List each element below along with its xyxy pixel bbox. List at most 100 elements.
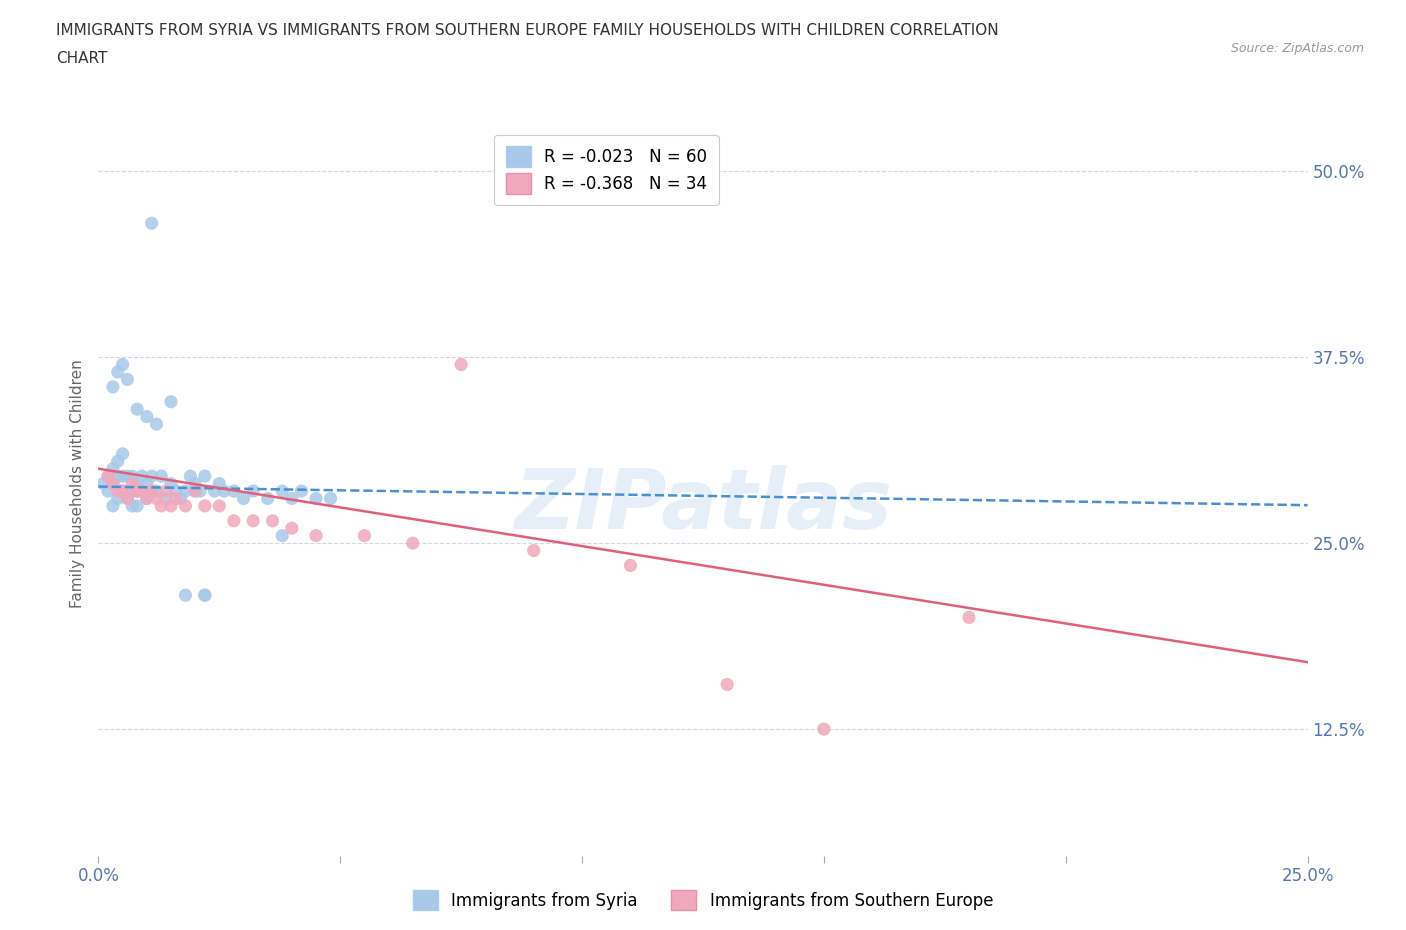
Point bbox=[174, 498, 197, 513]
Point bbox=[141, 469, 163, 484]
Point bbox=[165, 484, 187, 498]
Point bbox=[127, 476, 149, 491]
Y-axis label: Family Households with Children: Family Households with Children bbox=[69, 359, 84, 608]
Point bbox=[194, 498, 217, 513]
Point bbox=[111, 484, 134, 498]
Point bbox=[212, 484, 235, 498]
Point bbox=[619, 558, 641, 573]
Point bbox=[97, 484, 120, 498]
Point bbox=[155, 491, 177, 506]
Point bbox=[305, 491, 328, 506]
Point bbox=[107, 484, 129, 498]
Point bbox=[262, 513, 284, 528]
Point bbox=[271, 528, 294, 543]
Point bbox=[222, 513, 245, 528]
Point bbox=[97, 469, 120, 484]
Point bbox=[101, 498, 124, 513]
Point bbox=[208, 476, 231, 491]
Text: Source: ZipAtlas.com: Source: ZipAtlas.com bbox=[1230, 42, 1364, 55]
Point bbox=[127, 402, 149, 417]
Point bbox=[716, 677, 738, 692]
Point bbox=[141, 484, 163, 498]
Point bbox=[402, 536, 425, 551]
Point bbox=[101, 476, 124, 491]
Point bbox=[204, 484, 226, 498]
Point bbox=[256, 491, 278, 506]
Point bbox=[271, 484, 294, 498]
Text: IMMIGRANTS FROM SYRIA VS IMMIGRANTS FROM SOUTHERN EUROPE FAMILY HOUSEHOLDS WITH : IMMIGRANTS FROM SYRIA VS IMMIGRANTS FROM… bbox=[56, 23, 998, 38]
Point bbox=[101, 379, 124, 394]
Point bbox=[117, 372, 139, 387]
Point bbox=[194, 588, 217, 603]
Point bbox=[101, 476, 124, 491]
Point bbox=[97, 469, 120, 484]
Point bbox=[184, 484, 207, 498]
Point bbox=[290, 484, 312, 498]
Point bbox=[957, 610, 980, 625]
Point bbox=[165, 491, 187, 506]
Point bbox=[101, 461, 124, 476]
Point bbox=[107, 365, 129, 379]
Point bbox=[150, 469, 173, 484]
Point bbox=[242, 484, 264, 498]
Point bbox=[145, 417, 167, 432]
Point bbox=[141, 216, 163, 231]
Point bbox=[208, 498, 231, 513]
Point bbox=[111, 484, 134, 498]
Point bbox=[141, 484, 163, 498]
Point bbox=[353, 528, 375, 543]
Point bbox=[121, 476, 143, 491]
Point bbox=[121, 498, 143, 513]
Point bbox=[131, 469, 153, 484]
Point bbox=[145, 491, 167, 506]
Point bbox=[127, 498, 149, 513]
Point bbox=[232, 491, 254, 506]
Point bbox=[160, 394, 183, 409]
Point bbox=[135, 491, 157, 506]
Point bbox=[117, 491, 139, 506]
Point bbox=[174, 484, 197, 498]
Point bbox=[155, 484, 177, 498]
Point bbox=[121, 484, 143, 498]
Point bbox=[111, 446, 134, 461]
Legend: R = -0.023   N = 60, R = -0.368   N = 34: R = -0.023 N = 60, R = -0.368 N = 34 bbox=[494, 135, 718, 206]
Point bbox=[135, 409, 157, 424]
Point bbox=[194, 588, 217, 603]
Point bbox=[127, 484, 149, 498]
Point bbox=[135, 476, 157, 491]
Point bbox=[107, 454, 129, 469]
Point bbox=[127, 484, 149, 498]
Text: ZIPatlas: ZIPatlas bbox=[515, 465, 891, 547]
Point bbox=[194, 469, 217, 484]
Point bbox=[117, 491, 139, 506]
Text: CHART: CHART bbox=[56, 51, 108, 66]
Point bbox=[169, 491, 191, 506]
Point bbox=[111, 484, 134, 498]
Point bbox=[319, 491, 342, 506]
Point bbox=[222, 484, 245, 498]
Point bbox=[174, 588, 197, 603]
Point bbox=[184, 476, 207, 491]
Point bbox=[450, 357, 472, 372]
Point bbox=[117, 469, 139, 484]
Point bbox=[107, 469, 129, 484]
Point bbox=[111, 469, 134, 484]
Point bbox=[160, 476, 183, 491]
Point bbox=[242, 513, 264, 528]
Point bbox=[160, 498, 183, 513]
Point bbox=[131, 484, 153, 498]
Point bbox=[305, 528, 328, 543]
Point bbox=[184, 484, 207, 498]
Point bbox=[523, 543, 546, 558]
Point bbox=[281, 521, 304, 536]
Point bbox=[111, 357, 134, 372]
Point bbox=[107, 491, 129, 506]
Point bbox=[179, 469, 201, 484]
Point bbox=[813, 722, 835, 737]
Point bbox=[131, 484, 153, 498]
Point bbox=[121, 469, 143, 484]
Point bbox=[145, 484, 167, 498]
Point bbox=[150, 498, 173, 513]
Legend: Immigrants from Syria, Immigrants from Southern Europe: Immigrants from Syria, Immigrants from S… bbox=[406, 884, 1000, 917]
Point bbox=[281, 491, 304, 506]
